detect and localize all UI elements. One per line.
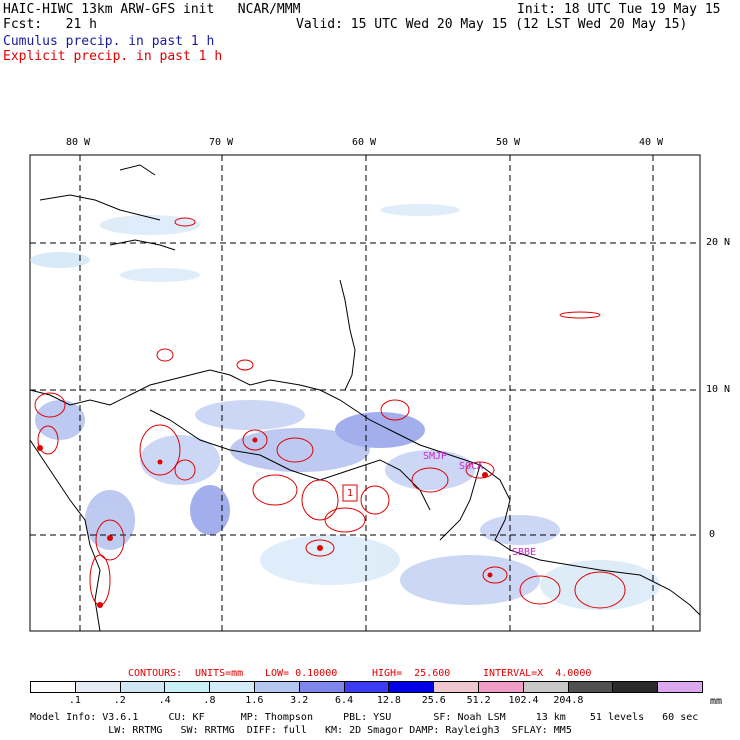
lon-label-70w: 70 W: [209, 137, 234, 148]
colorbar-tick-label: .4: [158, 695, 171, 706]
colorbar-swatch: [299, 682, 345, 692]
station-label-soca: SOCA: [459, 461, 484, 472]
colorbar-swatch: [344, 682, 390, 692]
colorbar-swatch: [389, 682, 435, 692]
colorbar-tick-label: .1: [68, 695, 81, 706]
contours-caption: CONTOURS:: [128, 668, 183, 679]
colorbar-tick-label: 51.2: [466, 695, 491, 706]
model-title: HAIC-HIWC 13km ARW-GFS init NCAR/MMM: [3, 2, 301, 17]
contour-label: 1: [347, 488, 354, 499]
colorbar-swatch: [75, 682, 121, 692]
explicit-precip-contours: [34, 217, 626, 609]
contours-high: HIGH= 25.600: [372, 668, 451, 679]
forecast-hour: Fcst: 21 h: [3, 17, 97, 32]
colorbar-swatch: [613, 682, 659, 692]
colorbar-tick-label: 25.6: [421, 695, 446, 706]
colorbar-tick-label: 1.6: [245, 695, 264, 706]
lon-label-50w: 50 W: [496, 137, 521, 148]
model-info-line1: Model Info: V3.6.1 CU: KF MP: Thompson P…: [30, 712, 699, 723]
colorbar-swatch: [523, 682, 569, 692]
colorbar-tick-label: 102.4: [508, 695, 539, 706]
init-time: Init: 18 UTC Tue 19 May 15: [517, 2, 721, 17]
colorbar-tick-label: 6.4: [335, 695, 354, 706]
colorbar-swatch: [568, 682, 614, 692]
colorbar-swatch: [478, 682, 524, 692]
lon-label-40w: 40 W: [639, 137, 664, 148]
station-label-sbbe: SBBE: [512, 547, 537, 558]
colorbar-tick-label: .8: [203, 695, 216, 706]
station-label-smjp: SMJP: [423, 451, 448, 462]
explicit-precip-label: Explicit precip. in past 1 h: [3, 49, 223, 64]
cumulus-precip-label: Cumulus precip. in past 1 h: [3, 34, 215, 49]
lon-label-80w: 80 W: [66, 137, 91, 148]
explicit-precip-cores: [37, 437, 493, 608]
lat-label-0: 0: [709, 529, 716, 540]
contours-low: LOW= 0.10000: [265, 668, 338, 679]
colorbar-units: mm: [710, 696, 723, 707]
colorbar-tick-label: 12.8: [376, 695, 401, 706]
colorbar-tick-label: 204.8: [553, 695, 584, 706]
model-info-line2: LW: RRTMG SW: RRTMG DIFF: full KM: 2D Sm…: [30, 725, 572, 736]
colorbar-swatch: [434, 682, 479, 692]
precip-colorbar: [30, 681, 703, 693]
grid-lines: [30, 155, 700, 631]
contours-units: UNITS=mm: [195, 668, 244, 679]
precip-shading: [30, 204, 660, 610]
colorbar-swatch: [210, 682, 255, 692]
contour-label-box: [342, 484, 358, 502]
lat-label-20n: 20 N: [706, 237, 731, 248]
colorbar-swatch: [254, 682, 300, 692]
colorbar-swatch: [658, 682, 702, 692]
contours-interval: INTERVAL=X 4.0000: [483, 668, 592, 679]
valid-time: Valid: 15 UTC Wed 20 May 15 (12 LST Wed …: [296, 17, 688, 32]
colorbar-swatch: [120, 682, 166, 692]
lat-label-10n: 10 N: [706, 384, 731, 395]
colorbar-swatch: [31, 682, 76, 692]
colorbar-tick-label: .2: [113, 695, 126, 706]
lon-label-60w: 60 W: [352, 137, 377, 148]
colorbar-swatch: [165, 682, 211, 692]
colorbar-tick-label: 3.2: [290, 695, 309, 706]
